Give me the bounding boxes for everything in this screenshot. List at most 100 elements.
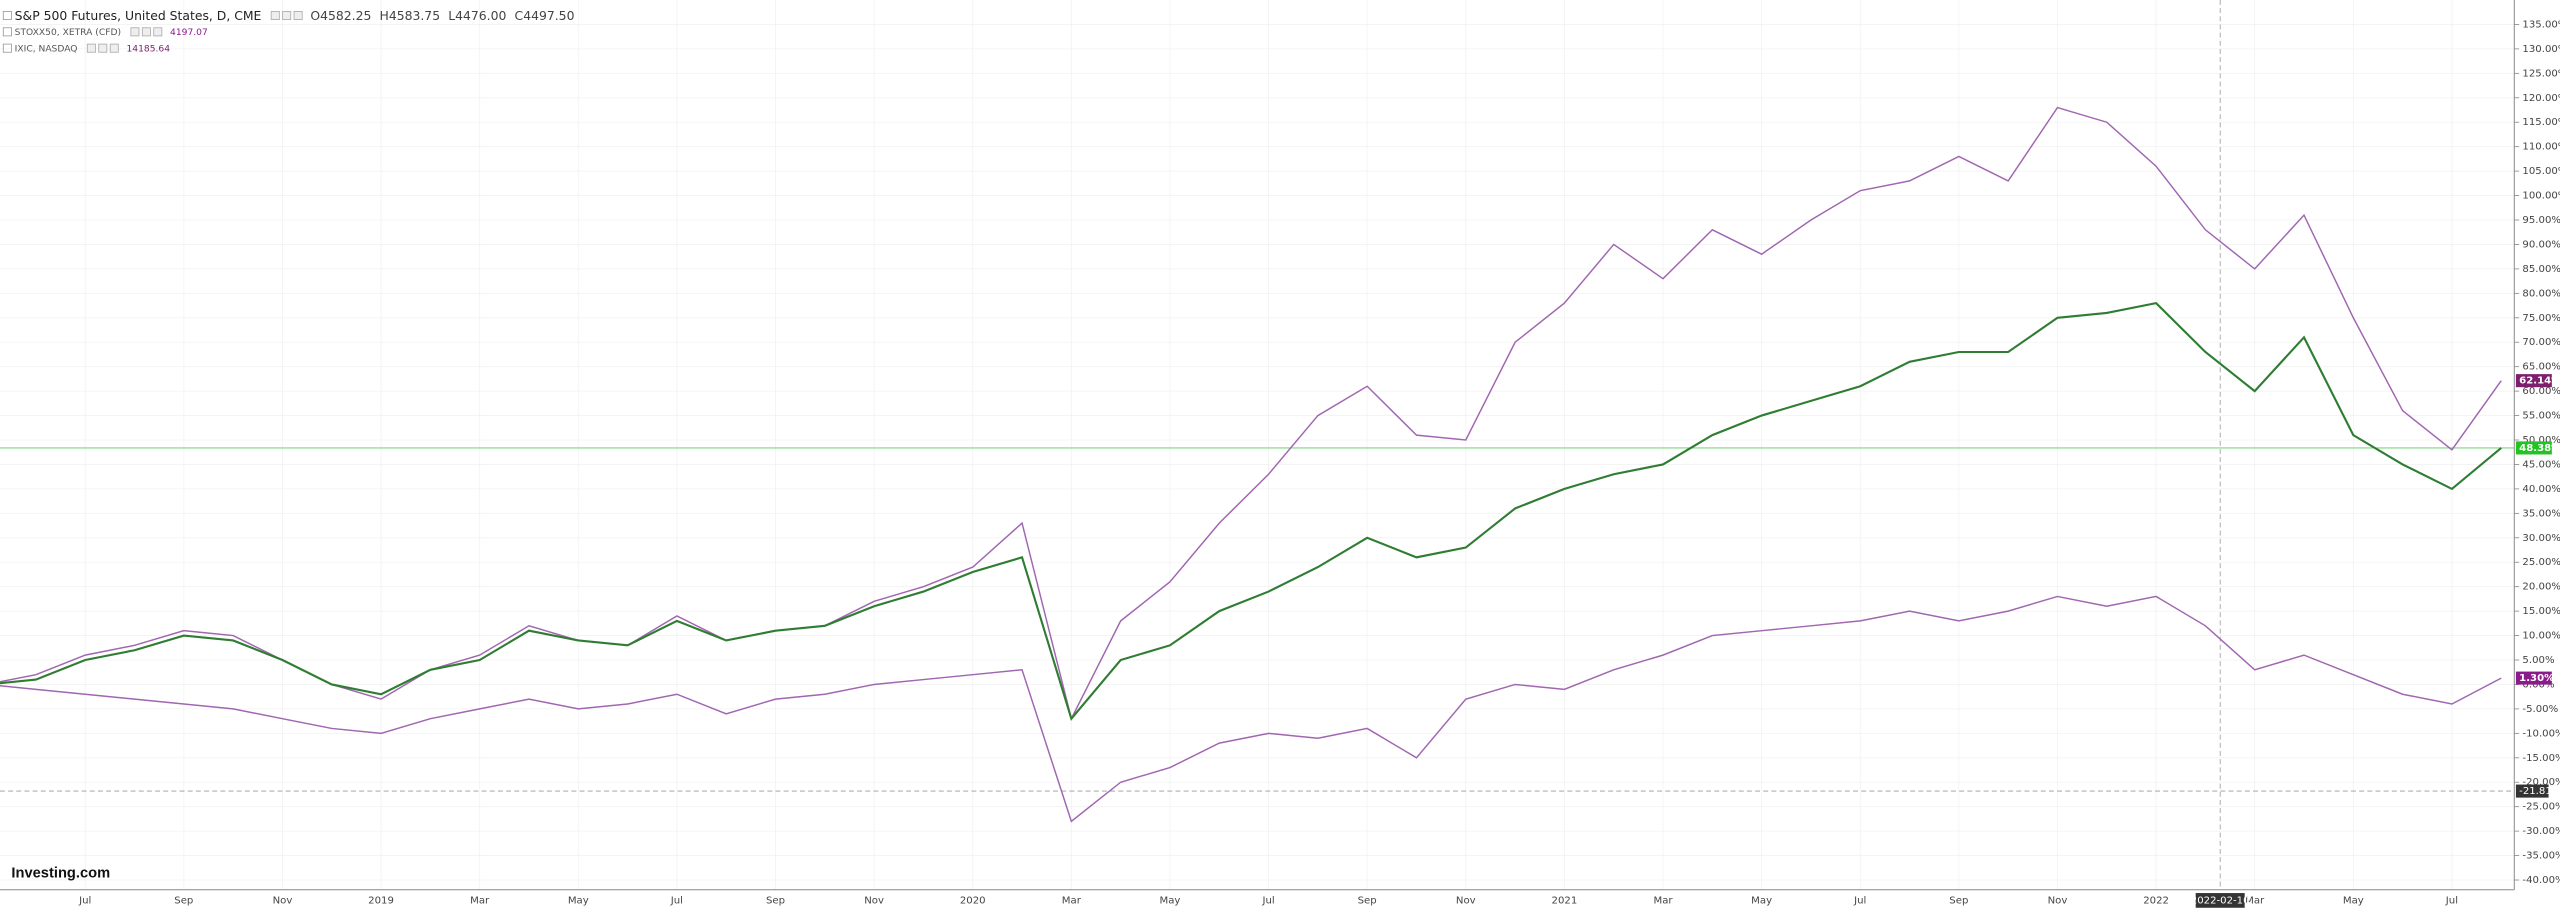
y-tick-label: 25.00% (2522, 557, 2560, 568)
grid (0, 0, 2515, 890)
x-tick-label: 2022 (2143, 895, 2169, 906)
y-tick-label: 65.00% (2522, 362, 2560, 373)
x-tick-label: Sep (1358, 895, 1377, 906)
x-tick-label: 2021 (1552, 895, 1578, 906)
y-tick-label: 0.00% (2522, 679, 2555, 690)
x-tick-label: Nov (1456, 895, 1476, 906)
x-tick-label: Mar (470, 895, 490, 906)
crosshair-y-box (2515, 784, 2549, 798)
value-label: 1.30% (2519, 673, 2554, 684)
y-tick-label: -35.00% (2522, 851, 2560, 862)
series-line (0, 106, 2502, 721)
settings-icon (130, 27, 140, 37)
y-tick-label: -5.00% (2522, 704, 2558, 715)
y-tick-label: 90.00% (2522, 239, 2560, 250)
y-tick-label: 5.00% (2522, 655, 2555, 666)
y-tick-label: 35.00% (2522, 508, 2560, 519)
settings-icon (141, 27, 151, 37)
x-tick-label: Jul (1261, 895, 1274, 906)
value-label-box (2515, 671, 2552, 685)
y-tick-label: 120.00% (2522, 93, 2560, 104)
y-tick-label: 40.00% (2522, 484, 2560, 495)
quote-value: 4197.07 (170, 28, 208, 38)
y-tick-label: 110.00% (2522, 142, 2560, 153)
y-tick-label: 125.00% (2522, 68, 2560, 79)
y-tick-label: 55.00% (2522, 411, 2560, 422)
x-tick-label: Jul (670, 895, 683, 906)
x-tick-label: Mar (1062, 895, 1082, 906)
crosshair-x-box (2195, 893, 2245, 908)
y-tick-label: 105.00% (2522, 166, 2560, 177)
x-tick-label: Nov (2048, 895, 2068, 906)
quote-value: O4582.25 (310, 8, 371, 23)
legend: S&P 500 Futures, United States, D, CME O4… (2, 8, 575, 54)
y-tick-label: 100.00% (2522, 191, 2560, 202)
x-tick-label: May (1751, 895, 1772, 906)
y-tick-label: 60.00% (2522, 386, 2560, 397)
x-tick-label: 2020 (960, 895, 986, 906)
x-tick-label: Jul (2445, 895, 2458, 906)
crosshair-x-label: 2022-02-10 (2191, 895, 2250, 906)
x-tick-label: Jul (78, 895, 91, 906)
y-tick-label: -30.00% (2522, 826, 2560, 837)
plot-area (0, 0, 2515, 890)
x-tick-label: May (1160, 895, 1181, 906)
series-name: S&P 500 Futures, United States, D, CME (15, 8, 262, 23)
quote-value: C4497.50 (515, 8, 575, 23)
y-tick-label: 115.00% (2522, 117, 2560, 128)
crosshair-y-label: -21.81 (2519, 786, 2552, 797)
collapse-icon (2, 43, 12, 53)
y-tick-label: -40.00% (2522, 875, 2560, 886)
x-tick-label: Nov (273, 895, 293, 906)
value-label: 48.38% (2519, 443, 2560, 454)
y-tick-label: -25.00% (2522, 802, 2560, 813)
x-tick-label: Nov (864, 895, 884, 906)
settings-icon (153, 27, 163, 37)
y-tick-label: 80.00% (2522, 288, 2560, 299)
y-tick-label: 130.00% (2522, 44, 2560, 55)
collapse-icon (2, 27, 12, 37)
series-name: IXIC, NASDAQ (15, 44, 78, 54)
y-tick-label: 20.00% (2522, 582, 2560, 593)
x-tick-label: Sep (766, 895, 785, 906)
y-tick-label: 135.00% (2522, 19, 2560, 30)
y-tick-label: 70.00% (2522, 337, 2560, 348)
x-tick-label: Mar (1653, 895, 1673, 906)
quote-value: L4476.00 (448, 8, 506, 23)
y-tick-label: 95.00% (2522, 215, 2560, 226)
y-tick-label: 85.00% (2522, 264, 2560, 275)
axes: 135.00% 130.00% 125.00% 120.00% 115.00% 110.0… (78, 19, 2560, 908)
x-tick-label: Jul (1853, 895, 1866, 906)
quote-value: 14185.64 (126, 44, 170, 54)
settings-icon (109, 43, 119, 53)
y-tick-label: 50.00% (2522, 435, 2560, 446)
series-line (0, 301, 2502, 721)
x-tick-label: May (2343, 895, 2364, 906)
collapse-icon (2, 11, 12, 21)
x-tick-label: Sep (1949, 895, 1968, 906)
quote-value: H4583.75 (380, 8, 441, 23)
settings-icon (293, 11, 303, 21)
y-tick-label: 10.00% (2522, 631, 2560, 642)
settings-icon (282, 11, 292, 21)
y-tick-label: 45.00% (2522, 459, 2560, 470)
y-tick-label: -15.00% (2522, 753, 2560, 764)
series-line (0, 595, 2502, 823)
value-label-box (2515, 441, 2552, 455)
y-tick-label: 75.00% (2522, 313, 2560, 324)
y-tick-label: -10.00% (2522, 728, 2560, 739)
y-tick-label: -20.00% (2522, 777, 2560, 788)
value-label-box (2515, 374, 2552, 388)
x-tick-label: 2019 (368, 895, 394, 906)
x-tick-label: Sep (174, 895, 193, 906)
y-tick-label: 30.00% (2522, 533, 2560, 544)
series-name: STOXX50, XETRA (CFD) (15, 28, 121, 38)
y-tick-label: 15.00% (2522, 606, 2560, 617)
x-tick-label: Mar (2245, 895, 2265, 906)
value-label: 62.14% (2519, 376, 2560, 387)
settings-icon (86, 43, 96, 53)
watermark: Investing.com (11, 865, 110, 881)
x-tick-label: May (568, 895, 589, 906)
